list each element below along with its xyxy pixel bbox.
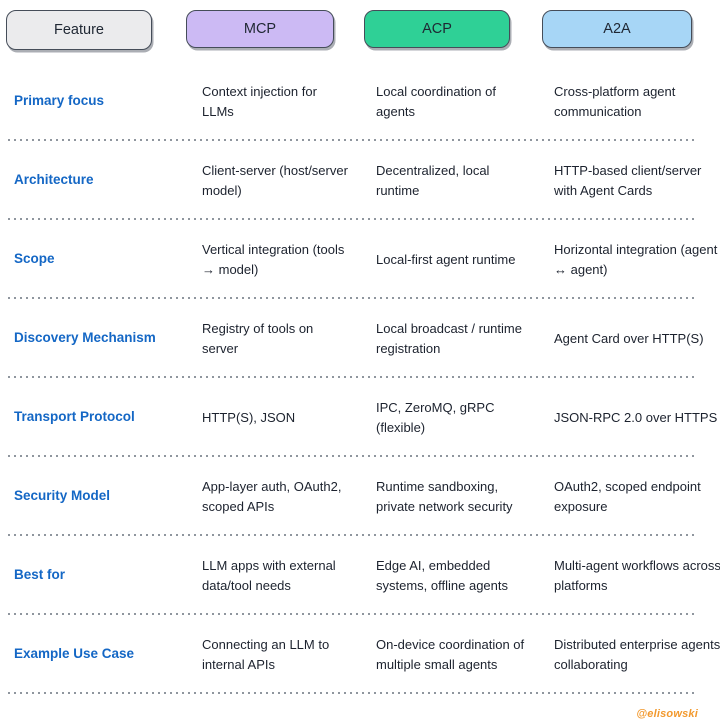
acp-cell: On-device coordination of multiple small… (376, 637, 525, 672)
footer: @elisowski (0, 694, 720, 728)
mcp-cell: LLM apps with external data/tool needs (202, 558, 336, 593)
table-body: Primary focus Context injection for LLMs… (0, 62, 720, 694)
acp-cell: IPC, ZeroMQ, gRPC (flexible) (376, 400, 495, 435)
column-header-a2a: A2A (542, 10, 692, 48)
table-row: Discovery Mechanism Registry of tools on… (8, 299, 704, 378)
acp-cell: Local-first agent runtime (376, 251, 516, 267)
a2a-cell: Distributed enterprise agents collaborat… (554, 637, 720, 672)
acp-cell: Local coordination of agents (376, 84, 496, 119)
mcp-cell: App-layer auth, OAuth2, scoped APIs (202, 479, 342, 514)
table-row: Primary focus Context injection for LLMs… (8, 62, 696, 141)
table-row: Scope Vertical integration (tools → mode… (8, 220, 717, 299)
column-header-feature: Feature (6, 10, 152, 50)
table-row: Architecture Client-server (host/server … (8, 141, 701, 220)
mcp-cell: Vertical integration (tools → model) (202, 242, 345, 277)
mcp-cell: Registry of tools on server (202, 321, 314, 356)
table-row: Security Model App-layer auth, OAuth2, s… (8, 457, 701, 536)
feature-label: Discovery Mechanism (14, 330, 156, 346)
feature-label: Primary focus (14, 93, 105, 109)
mcp-cell: Context injection for LLMs (202, 84, 317, 119)
a2a-cell: Multi-agent workflows across platforms (554, 558, 720, 593)
a2a-cell: Agent Card over HTTP(S) (554, 330, 704, 346)
mcp-cell: Connecting an LLM to internal APIs (202, 637, 330, 672)
a2a-cell: Horizontal integration (agent ↔ agent) (554, 242, 718, 277)
feature-label: Security Model (14, 488, 111, 504)
mcp-cell: HTTP(S), JSON (202, 409, 296, 425)
feature-label: Example Use Case (14, 646, 135, 662)
mcp-cell: Client-server (host/server model) (202, 163, 348, 198)
feature-label: Best for (14, 567, 66, 583)
column-header-mcp: MCP (186, 10, 334, 48)
table-header-row: Feature MCP ACP A2A (0, 0, 720, 62)
a2a-cell: JSON-RPC 2.0 over HTTPS (554, 409, 718, 425)
table-row: Best for LLM apps with external data/too… (8, 536, 720, 615)
acp-cell: Local broadcast / runtime registration (376, 321, 522, 356)
table-row: Example Use Case Connecting an LLM to in… (8, 615, 720, 694)
table-row: Transport Protocol HTTP(S), JSON IPC, Ze… (8, 378, 717, 457)
column-header-acp: ACP (364, 10, 510, 48)
acp-cell: Decentralized, local runtime (376, 163, 490, 198)
a2a-cell: Cross-platform agent communication (554, 84, 676, 119)
feature-label: Transport Protocol (14, 409, 135, 425)
acp-cell: Edge AI, embedded systems, offline agent… (376, 558, 508, 593)
watermark-credit: @elisowski (636, 708, 698, 720)
acp-cell: Runtime sandboxing, private network secu… (376, 479, 513, 514)
a2a-cell: OAuth2, scoped endpoint exposure (554, 479, 701, 514)
feature-label: Architecture (14, 172, 94, 188)
feature-label: Scope (14, 251, 55, 267)
a2a-cell: HTTP-based client/server with Agent Card… (554, 163, 702, 198)
